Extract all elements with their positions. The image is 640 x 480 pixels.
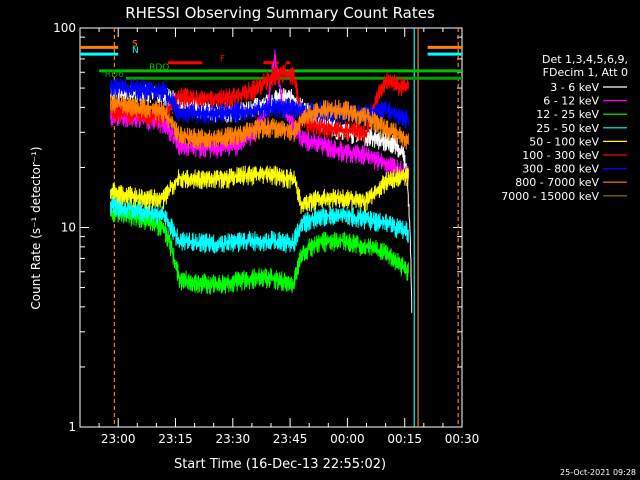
- series-line-2: [110, 203, 409, 295]
- legend-entry-label: 800 - 7000 keV: [515, 176, 599, 189]
- x-tick-label: 00:00: [330, 432, 365, 446]
- y-axis-label: Count Rate (s⁻¹ detector⁻¹): [29, 146, 43, 309]
- legend-entry-label: 50 - 100 keV: [529, 135, 599, 148]
- y-tick-label: 1: [68, 420, 76, 434]
- series-line-7: [110, 93, 409, 150]
- legend-header-line: Det 1,3,4,5,6,9,: [542, 53, 628, 66]
- legend-entry-label: 100 - 300 keV: [522, 149, 599, 162]
- footer-timestamp: 25-Oct-2021 09:28: [560, 468, 636, 477]
- legend-header-line: FDecim 1, Att 0: [543, 66, 628, 79]
- flag-bar-label: S: [132, 39, 138, 49]
- series-line-6: [110, 77, 409, 129]
- legend-entry-label: 3 - 6 keV: [550, 81, 599, 94]
- flag-bar-label: F: [220, 55, 225, 65]
- x-tick-label: 23:00: [101, 432, 136, 446]
- x-tick-label: 23:30: [216, 432, 251, 446]
- legend-entry-label: 6 - 12 keV: [543, 95, 599, 108]
- x-tick-label: 23:15: [158, 432, 193, 446]
- x-axis-label: Start Time (16-Dec-13 22:55:02): [174, 457, 386, 472]
- x-tick-label: 00:30: [445, 432, 480, 446]
- series-line-5: [110, 63, 409, 143]
- legend-entry-label: 12 - 25 keV: [536, 108, 599, 121]
- y-tick-label: 10: [61, 221, 76, 235]
- plot-area: 23:00 23:15 23:30 23:45 00:00 00:15 00:30 1 10 10…: [53, 21, 479, 446]
- series-line-3: [110, 196, 409, 254]
- flag-bar-label: N: [132, 46, 139, 56]
- x-tick-label: 00:15: [387, 432, 422, 446]
- series-line-4: [110, 165, 409, 214]
- legend-entry-label: 300 - 800 keV: [522, 163, 599, 176]
- legend: Det 1,3,4,5,6,9,FDecim 1, Att 0 3 - 6 keV…: [501, 53, 628, 203]
- chart-title: RHESSI Observing Summary Count Rates: [125, 4, 435, 22]
- x-tick-label: 23:45: [273, 432, 308, 446]
- y-tick-label: 100: [53, 21, 76, 35]
- flag-bar-label: RDO: [149, 63, 169, 73]
- legend-entry-label: 7000 - 15000 keV: [501, 190, 599, 203]
- flag-bar-label: RD6: [105, 70, 124, 80]
- legend-entry-label: 25 - 50 keV: [536, 122, 599, 135]
